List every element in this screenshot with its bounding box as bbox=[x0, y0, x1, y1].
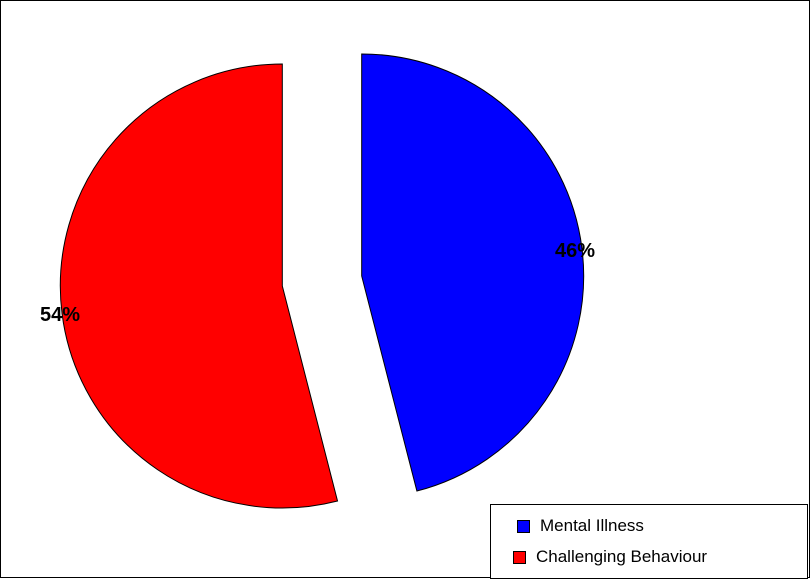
legend-swatch-challenging-behaviour bbox=[513, 550, 526, 564]
pie-slice-mental-illness bbox=[361, 53, 585, 492]
legend-item-mental-illness: Mental Illness bbox=[517, 515, 644, 537]
data-label-challenging-behaviour: 54% bbox=[40, 304, 80, 326]
legend-label-challenging-behaviour: Challenging Behaviour bbox=[536, 547, 708, 566]
legend-swatch-mental-illness bbox=[517, 519, 530, 533]
data-label-mental-illness: 46% bbox=[555, 240, 595, 262]
legend-item-challenging-behaviour: Challenging Behaviour bbox=[513, 546, 707, 568]
legend-label-mental-illness: Mental Illness bbox=[540, 516, 644, 535]
legend: Mental Illness Challenging Behaviour bbox=[490, 504, 808, 579]
pie-slice-challenging-behaviour bbox=[59, 63, 339, 509]
